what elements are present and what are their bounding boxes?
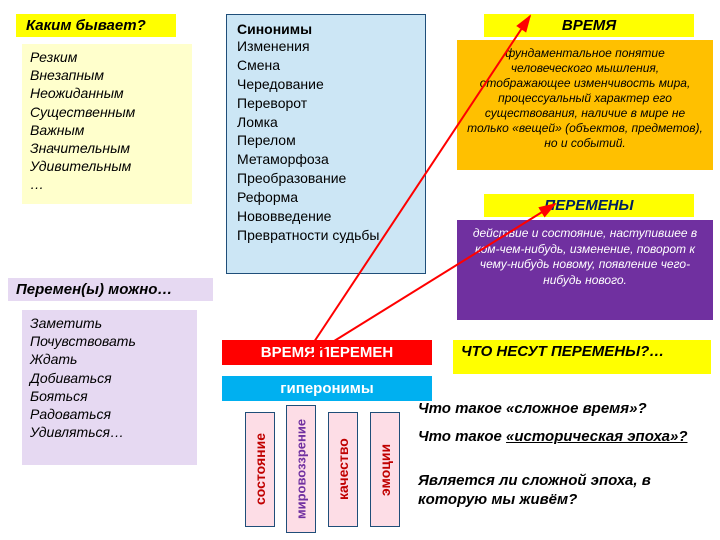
- question-3: Является ли сложной эпоха, в которую мы …: [418, 472, 713, 510]
- time-title: ВРЕМЯ: [484, 14, 694, 37]
- left-top-list: Резким Внезапным Неожиданным Существенны…: [22, 44, 192, 204]
- center-main: ВРЕМЯ ПЕРЕМЕН: [222, 340, 432, 365]
- center-hyper: гиперонимы: [222, 376, 432, 401]
- time-body: фундаментальное понятие человеческого мы…: [457, 40, 713, 170]
- left-bottom-list: Заметить Почувствовать Ждать Добиваться …: [22, 310, 197, 465]
- question-2a: Что такое: [418, 428, 506, 445]
- what-bring: ЧТО НЕСУТ ПЕРЕМЕНЫ?…: [453, 340, 711, 374]
- synonyms-title: Синонимы: [237, 21, 415, 37]
- synonyms-box: Синонимы Изменения Смена Чередование Пер…: [226, 14, 426, 274]
- changes-title: ПЕРЕМЕНЫ: [484, 194, 694, 217]
- question-2b: «историческая эпоха»?: [506, 428, 687, 445]
- vert-worldview: мировоззрение: [286, 405, 316, 533]
- synonyms-list: Изменения Смена Чередование Переворот Ло…: [237, 37, 415, 245]
- changes-body: действие и состояние, наступившее в ком-…: [457, 220, 713, 320]
- question-2: Что такое «историческая эпоха»?: [418, 428, 713, 445]
- vert-state: состояние: [245, 412, 275, 527]
- vert-emotion: эмоции: [370, 412, 400, 527]
- vert-quality: качество: [328, 412, 358, 527]
- question-1: Что такое «сложное время»?: [418, 400, 713, 417]
- left-top-title: Каким бывает?: [16, 14, 176, 37]
- left-bottom-title: Перемен(ы) можно…: [8, 278, 213, 301]
